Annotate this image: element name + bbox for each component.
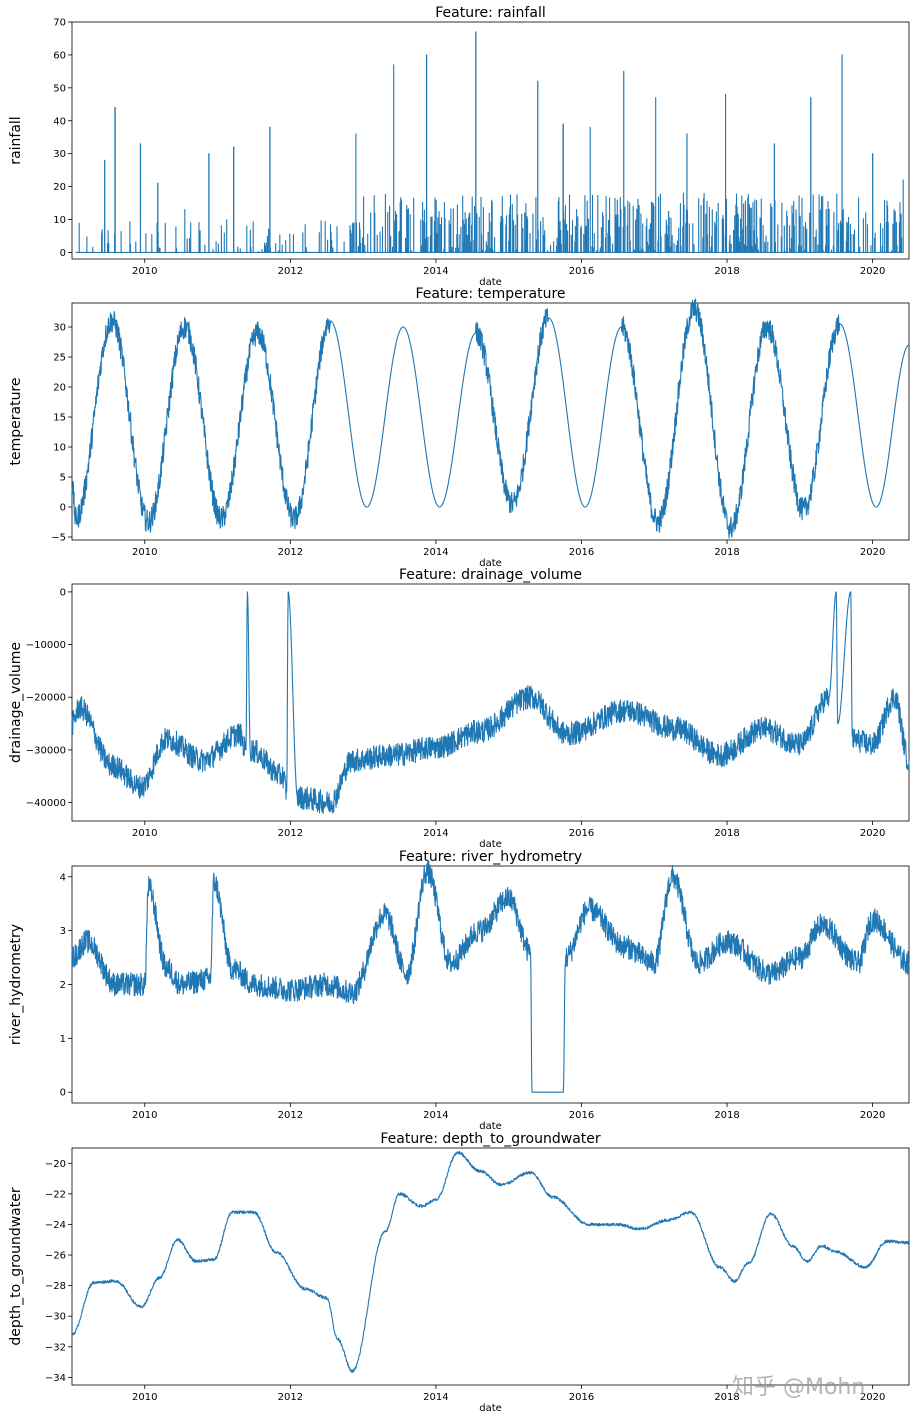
y-tick-label: −40000 bbox=[26, 798, 66, 809]
x-tick-label: 2018 bbox=[714, 266, 739, 277]
x-axis-label: date bbox=[479, 1403, 502, 1414]
x-tick-label: 2016 bbox=[569, 547, 594, 558]
x-tick-label: 2016 bbox=[569, 828, 594, 839]
y-tick-label: 40 bbox=[53, 116, 66, 127]
y-tick-label: 20 bbox=[53, 182, 66, 193]
x-tick-label: 2014 bbox=[423, 1110, 448, 1121]
y-axis-label: rainfall bbox=[8, 116, 24, 164]
y-tick-label: −28 bbox=[45, 1281, 66, 1292]
x-tick-label: 2018 bbox=[714, 1110, 739, 1121]
y-axis-label: depth_to_groundwater bbox=[8, 1187, 24, 1345]
y-tick-label: −34 bbox=[45, 1373, 66, 1384]
drainage-volume-panel: Feature: drainage_volume 2010 2012 2014 2016… bbox=[8, 567, 910, 850]
y-tick-label: 60 bbox=[53, 50, 66, 61]
x-axis-label: date bbox=[479, 277, 502, 288]
y-tick-label: −26 bbox=[45, 1251, 66, 1262]
y-axis-label: temperature bbox=[8, 378, 24, 466]
y-tick-label: 3 bbox=[60, 926, 66, 937]
plot-frame bbox=[71, 302, 910, 541]
x-axis-label: date bbox=[479, 1121, 502, 1132]
x-tick-label: 2020 bbox=[860, 1392, 885, 1403]
x-tick-label: 2020 bbox=[860, 547, 885, 558]
y-tick-label: −5 bbox=[51, 533, 66, 544]
x-tick-label: 2014 bbox=[423, 828, 448, 839]
x-tick-label: 2020 bbox=[860, 266, 885, 277]
x-axis-label: date bbox=[479, 558, 502, 569]
y-tick-label: −24 bbox=[45, 1220, 66, 1231]
x-tick-label: 2012 bbox=[278, 828, 303, 839]
x-tick-label: 2012 bbox=[278, 1110, 303, 1121]
y-tick-label: −20 bbox=[45, 1159, 66, 1170]
x-tick-label: 2016 bbox=[569, 1110, 594, 1121]
y-tick-label: −30 bbox=[45, 1312, 66, 1323]
y-tick-label: 30 bbox=[53, 323, 66, 334]
plot-frame bbox=[71, 1147, 910, 1386]
x-tick-label: 2012 bbox=[278, 547, 303, 558]
plot-frame bbox=[71, 583, 910, 822]
series-line-temperature bbox=[71, 298, 910, 539]
y-tick-label: 70 bbox=[53, 18, 66, 29]
chart-title: Feature: drainage_volume bbox=[399, 567, 582, 583]
watermark: 知乎 @Mohn bbox=[732, 1375, 865, 1400]
y-axis-label: drainage_volume bbox=[8, 642, 24, 763]
y-tick-label: −22 bbox=[45, 1189, 66, 1200]
chart-title: Feature: depth_to_groundwater bbox=[380, 1131, 601, 1147]
y-tick-label: −10000 bbox=[26, 640, 66, 651]
y-tick-label: 2 bbox=[60, 980, 66, 991]
y-tick-label: −32 bbox=[45, 1342, 66, 1353]
x-tick-label: 2010 bbox=[132, 828, 157, 839]
y-tick-label: 50 bbox=[53, 83, 66, 94]
x-tick-label: 2012 bbox=[278, 266, 303, 277]
depth-to-groundwater-panel: Feature: depth_to_groundwater 2010 2012 201… bbox=[8, 1131, 910, 1414]
x-tick-label: 2012 bbox=[278, 1392, 303, 1403]
x-tick-label: 2010 bbox=[132, 547, 157, 558]
y-axis-label: river_hydrometry bbox=[8, 924, 24, 1045]
x-tick-label: 2020 bbox=[860, 828, 885, 839]
x-tick-label: 2010 bbox=[132, 1110, 157, 1121]
chart-title: Feature: rainfall bbox=[435, 5, 545, 21]
chart-title: Feature: temperature bbox=[415, 286, 565, 302]
x-tick-label: 2018 bbox=[714, 828, 739, 839]
series-line-drainage_volume bbox=[71, 591, 910, 814]
y-tick-label: −30000 bbox=[26, 745, 66, 756]
y-tick-label: 0 bbox=[60, 587, 66, 598]
x-tick-label: 2016 bbox=[569, 266, 594, 277]
series-line-depth_to_groundwater bbox=[71, 1151, 910, 1374]
x-tick-label: 2020 bbox=[860, 1110, 885, 1121]
chart-title: Feature: river_hydrometry bbox=[399, 849, 582, 865]
y-tick-label: 10 bbox=[53, 215, 66, 226]
x-tick-label: 2016 bbox=[569, 1392, 594, 1403]
y-tick-label: 30 bbox=[53, 149, 66, 160]
plot-frame bbox=[71, 21, 910, 260]
x-tick-label: 2010 bbox=[132, 266, 157, 277]
x-tick-label: 2014 bbox=[423, 1392, 448, 1403]
x-tick-label: 2010 bbox=[132, 1392, 157, 1403]
series-line-rainfall bbox=[75, 31, 904, 253]
y-tick-label: 4 bbox=[60, 872, 66, 883]
x-tick-label: 2018 bbox=[714, 1392, 739, 1403]
y-tick-label: 10 bbox=[53, 443, 66, 454]
x-tick-label: 2014 bbox=[423, 547, 448, 558]
y-tick-label: 25 bbox=[53, 353, 66, 364]
y-tick-label: 0 bbox=[60, 1088, 66, 1099]
y-tick-label: 0 bbox=[60, 248, 66, 259]
y-tick-label: 1 bbox=[60, 1034, 66, 1045]
x-tick-label: 2018 bbox=[714, 547, 739, 558]
y-tick-label: −20000 bbox=[26, 693, 66, 704]
series-line-river_hydrometry bbox=[71, 860, 910, 1093]
x-axis-label: date bbox=[479, 839, 502, 850]
y-tick-label: 5 bbox=[60, 473, 66, 484]
y-tick-label: 0 bbox=[60, 503, 66, 514]
y-tick-label: 15 bbox=[53, 413, 66, 424]
x-tick-label: 2014 bbox=[423, 266, 448, 277]
y-tick-label: 20 bbox=[53, 383, 66, 394]
